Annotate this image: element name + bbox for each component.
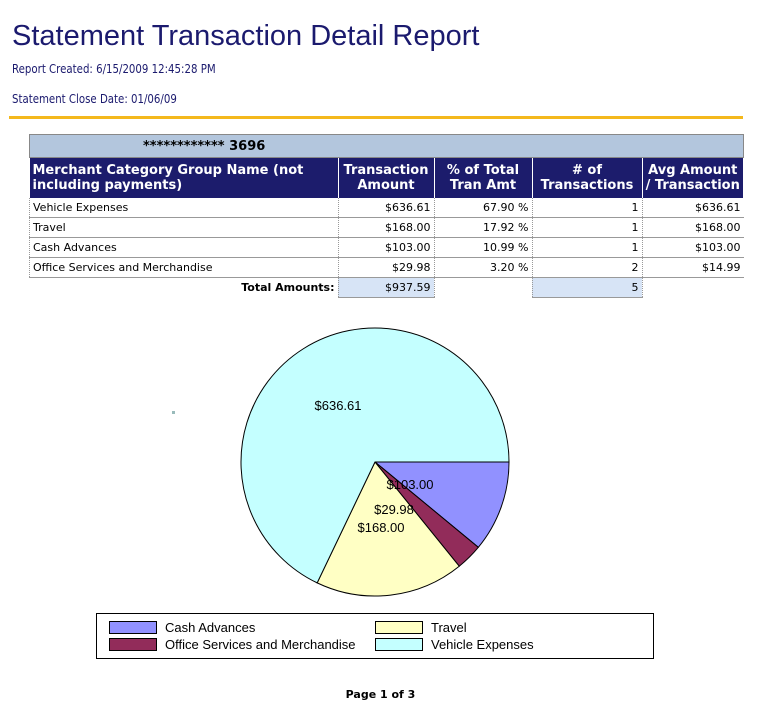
header-amount: Transaction Amount	[338, 157, 435, 198]
header-percent: % of Total Tran Amt	[434, 157, 533, 198]
row-avg: $636.61	[641, 198, 744, 218]
row-category: Office Services and Merchandise	[29, 257, 338, 278]
legend-swatch	[109, 621, 157, 634]
legend-label: Office Services and Merchandise	[165, 637, 356, 652]
row-count: 2	[531, 257, 642, 278]
page-title: Statement Transaction Detail Report	[12, 20, 480, 52]
pie-label: $29.98	[374, 502, 414, 517]
statement-close-date: Statement Close Date: 01/06/09	[12, 92, 177, 106]
row-category: Travel	[29, 217, 338, 238]
legend-item: Office Services and Merchandise	[109, 637, 356, 652]
row-category: Vehicle Expenses	[29, 198, 338, 218]
chart-legend: Cash Advances Office Services and Merchan…	[96, 613, 654, 659]
row-count: 1	[531, 217, 642, 238]
legend-swatch	[109, 638, 157, 651]
row-avg: $103.00	[641, 237, 744, 258]
row-count: 1	[531, 198, 642, 218]
total-amount: $937.59	[337, 277, 435, 298]
row-amount: $29.98	[337, 257, 434, 278]
table-row: Travel $168.00 17.92 % 1 $168.00	[29, 217, 744, 238]
pie-slice-vehicle-expenses	[240, 327, 510, 584]
pie-label: $636.61	[315, 398, 362, 413]
legend-label: Cash Advances	[165, 620, 256, 635]
pie-slice-cash-advances	[373, 461, 510, 549]
pie-label: $168.00	[358, 520, 405, 535]
row-amount: $636.61	[337, 198, 434, 218]
legend-label: Travel	[431, 620, 467, 635]
table-row: Office Services and Merchandise $29.98 3.2…	[29, 257, 744, 278]
transaction-table: ************ 3696 Merchant Category Grou…	[29, 134, 744, 298]
row-count: 1	[531, 237, 642, 258]
row-category: Cash Advances	[29, 237, 338, 258]
legend-swatch	[375, 638, 423, 651]
total-label: Total Amounts:	[241, 281, 335, 295]
table-row: Vehicle Expenses $636.61 67.90 % 1 $636.61	[29, 198, 744, 218]
dot	[172, 411, 175, 414]
row-avg: $168.00	[641, 217, 744, 238]
report-created: Report Created: 6/15/2009 12:45:28 PM	[12, 62, 216, 76]
row-amount: $168.00	[337, 217, 434, 238]
row-percent: 67.90 %	[433, 198, 532, 218]
legend-item: Cash Advances	[109, 620, 255, 635]
legend-label: Vehicle Expenses	[431, 637, 534, 652]
pie-slice-travel	[316, 461, 460, 597]
row-percent: 10.99 %	[433, 237, 532, 258]
row-amount: $103.00	[337, 237, 434, 258]
legend-swatch	[375, 621, 423, 634]
header-count: # of Transactions	[532, 157, 643, 198]
row-percent: 17.92 %	[433, 217, 532, 238]
account-number: ************ 3696	[29, 134, 744, 158]
legend-item: Travel	[375, 620, 467, 635]
header-category: Merchant Category Group Name (not includ…	[29, 157, 339, 198]
legend-item: Vehicle Expenses	[375, 637, 534, 652]
header-avg: Avg Amount / Transaction	[642, 157, 744, 198]
row-avg: $14.99	[641, 257, 744, 278]
total-count: 5	[531, 277, 643, 298]
pie-label: $103.00	[387, 477, 434, 492]
page-number: Page 1 of 3	[345, 688, 416, 701]
row-percent: 3.20 %	[433, 257, 532, 278]
divider	[9, 116, 743, 119]
table-row: Cash Advances $103.00 10.99 % 1 $103.00	[29, 237, 744, 258]
